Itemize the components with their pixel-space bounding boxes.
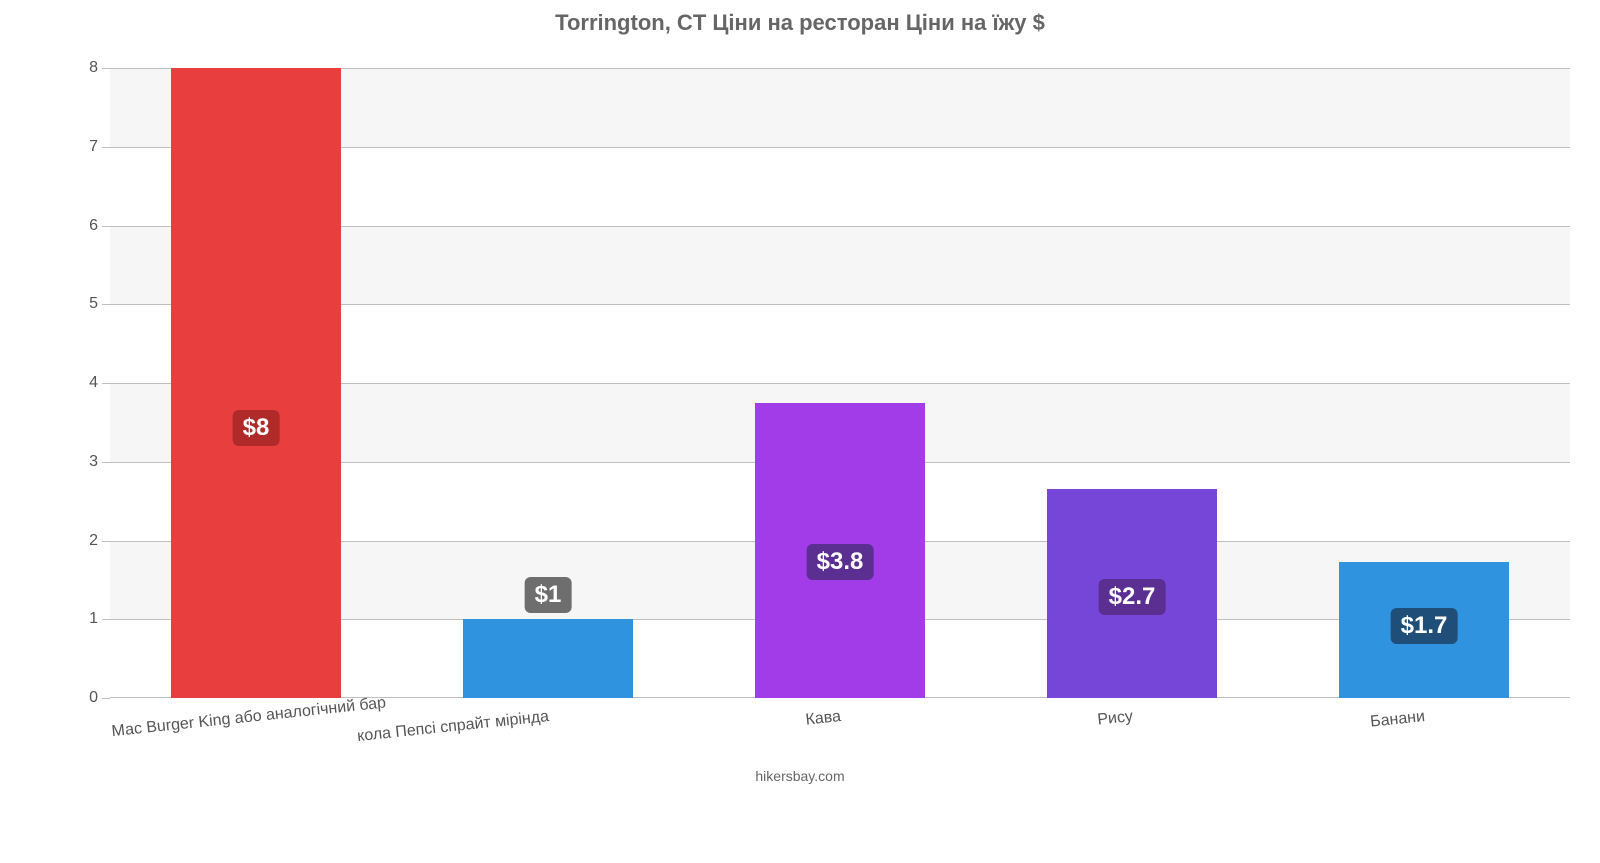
chart-title: Torrington, CT Ціни на ресторан Ціни на … (0, 10, 1600, 36)
x-axis-label: Мас Burger King або аналогічний бар (111, 708, 258, 741)
chart-credit: hikersbay.com (755, 768, 844, 784)
bar: $1.7 (1339, 562, 1508, 698)
bar-value-label: $8 (233, 410, 280, 446)
bar-value-label: $1.7 (1391, 608, 1458, 644)
bar-value-label: $2.7 (1099, 579, 1166, 615)
y-tick-label: 4 (89, 374, 110, 392)
y-tick-label: 1 (89, 610, 110, 628)
bar: $8 (171, 68, 340, 698)
chart-container: Torrington, CT Ціни на ресторан Ціни на … (0, 10, 1600, 800)
y-tick-label: 0 (89, 689, 110, 707)
bar: $3.8 (755, 403, 924, 698)
bar-value-label: $3.8 (807, 544, 874, 580)
y-tick-label: 8 (89, 59, 110, 77)
y-tick-label: 6 (89, 217, 110, 235)
y-tick-label: 7 (89, 138, 110, 156)
plot-area: 012345678$8Мас Burger King або аналогічн… (110, 68, 1570, 698)
bar-value-label: $1 (525, 577, 572, 613)
y-tick-label: 3 (89, 453, 110, 471)
y-tick-label: 5 (89, 295, 110, 313)
bar: $1 (463, 619, 632, 698)
bar: $2.7 (1047, 489, 1216, 698)
y-tick-label: 2 (89, 532, 110, 550)
